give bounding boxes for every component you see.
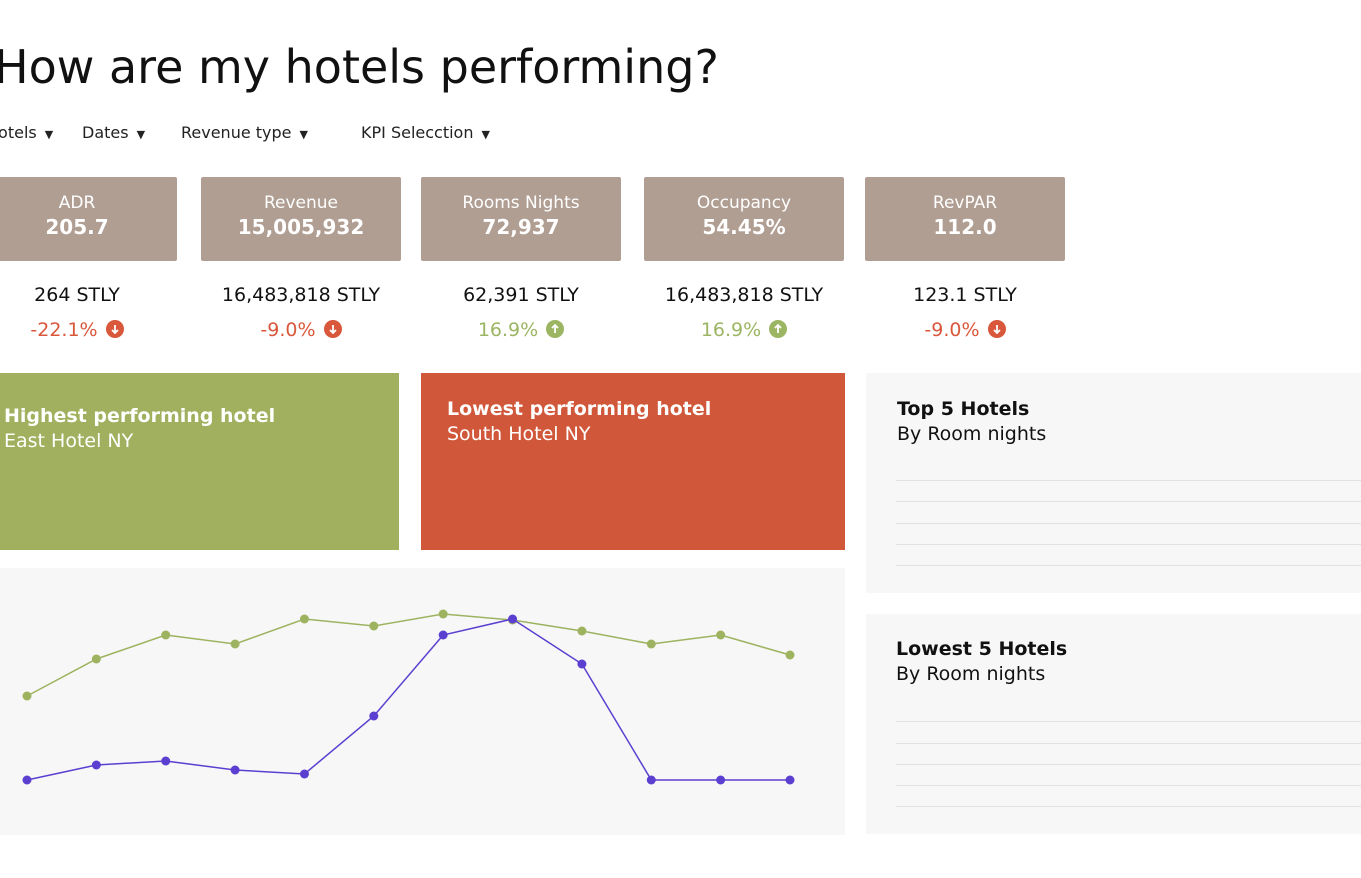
data-point [22,691,32,701]
kpi-label: Revenue [263,193,339,213]
data-point [369,621,379,631]
kpi-change: 16.9% [411,319,631,341]
data-point [161,756,171,766]
row-rule [896,501,1361,502]
panel-subtitle: By Room nights [897,423,1047,445]
panel-subtitle: By Room nights [896,663,1046,685]
data-point [230,639,240,649]
data-point [438,609,448,619]
row-rule [896,806,1361,807]
kpi-label: ADR [58,193,96,213]
data-point [438,630,448,640]
change-value: 16.9% [700,319,762,341]
data-point [508,614,518,624]
row-rule [896,480,1361,481]
panel-title: Highest performing hotel [4,405,276,427]
filter-label: Hotels [0,123,37,142]
kpi-value: 54.45% [702,215,786,239]
kpi-stly: 16,483,818 STLY [664,284,824,306]
filter-dropdown[interactable]: Dates ▼ [82,123,145,142]
kpi-stly: 123.1 STLY [913,284,1017,306]
data-point [577,659,587,669]
data-point [646,639,656,649]
row-rule [896,523,1361,524]
data-point [91,760,101,770]
filter-dropdown[interactable]: Hotels ▼ [0,123,53,142]
panel-title: Lowest performing hotel [447,398,712,420]
data-point [299,614,309,624]
data-point [577,626,587,636]
kpi-value: 15,005,932 [237,215,365,239]
data-point [91,654,101,664]
kpi-label: Rooms Nights [462,193,580,213]
row-rule [896,785,1361,786]
panel-title: Lowest 5 Hotels [896,638,1068,660]
dropdown-arrow: ▼ [481,128,490,141]
data-point [785,650,795,660]
dropdown-arrow: ▼ [299,128,308,141]
kpi-card: Revenue 15,005,932 [201,177,401,261]
data-point [716,630,726,640]
kpi-change: -22.1% [0,319,187,341]
kpi-card: Rooms Nights 72,937 [421,177,621,261]
row-rule [896,544,1361,545]
page-title: How are my hotels performing? [0,40,719,94]
data-point [646,775,656,785]
lowest5-panel: Lowest 5 Hotels By Room nights [866,614,1361,834]
kpi-stly: 62,391 STLY [463,284,579,306]
kpi-stly: 264 STLY [34,284,120,306]
kpi-card: ADR 205.7 [0,177,177,261]
change-value: -9.0% [260,319,316,341]
dropdown-arrow: ▼ [136,128,146,141]
highest-panel: Highest performing hotel East Hotel NY [0,373,399,550]
data-point [22,775,32,785]
row-rule [896,764,1361,765]
hotel-name: South Hotel NY [447,423,591,445]
filter-dropdown[interactable]: KPI Selecction ▼ [361,123,490,142]
data-point [161,630,171,640]
data-point [716,775,726,785]
data-point [230,765,240,775]
kpi-value: 205.7 [45,215,109,239]
kpi-stly: 16,483,818 STLY [221,284,381,306]
kpi-label: RevPAR [932,193,998,213]
kpi-card: RevPAR 112.0 [865,177,1065,261]
trend-icon [769,320,788,338]
dropdown-arrow: ▼ [44,128,54,141]
panel-title: Top 5 Hotels [897,398,1030,420]
data-point [369,711,379,721]
kpi-change: -9.0% [855,319,1075,341]
row-rule [896,721,1361,722]
filter-label: KPI Selecction [361,123,474,142]
hotel-name: East Hotel NY [4,430,134,452]
kpi-label: Occupancy [696,193,792,213]
kpi-value: 112.0 [933,215,997,239]
data-point [299,769,309,779]
filter-label: Dates [82,123,129,142]
kpi-change: 16.9% [634,319,854,341]
row-rule [896,565,1361,566]
trend-icon [546,320,565,338]
data-point [785,775,795,785]
kpi-change: -9.0% [191,319,411,341]
change-value: -22.1% [30,319,98,341]
lowest-panel: Lowest performing hotel South Hotel NY [421,373,845,550]
series-line [26,618,790,781]
line-chart [0,568,845,835]
kpi-value: 72,937 [482,215,560,239]
change-value: -9.0% [924,319,980,341]
trend-icon [987,320,1006,338]
filter-dropdown[interactable]: Revenue type ▼ [181,123,308,142]
filter-label: Revenue type [181,123,292,142]
row-rule [896,743,1361,744]
series-line [26,613,791,697]
trend-icon [105,320,124,338]
change-value: 16.9% [477,319,539,341]
top5-panel: Top 5 Hotels By Room nights [866,373,1361,593]
kpi-card: Occupancy 54.45% [644,177,844,261]
trend-icon [323,320,342,338]
